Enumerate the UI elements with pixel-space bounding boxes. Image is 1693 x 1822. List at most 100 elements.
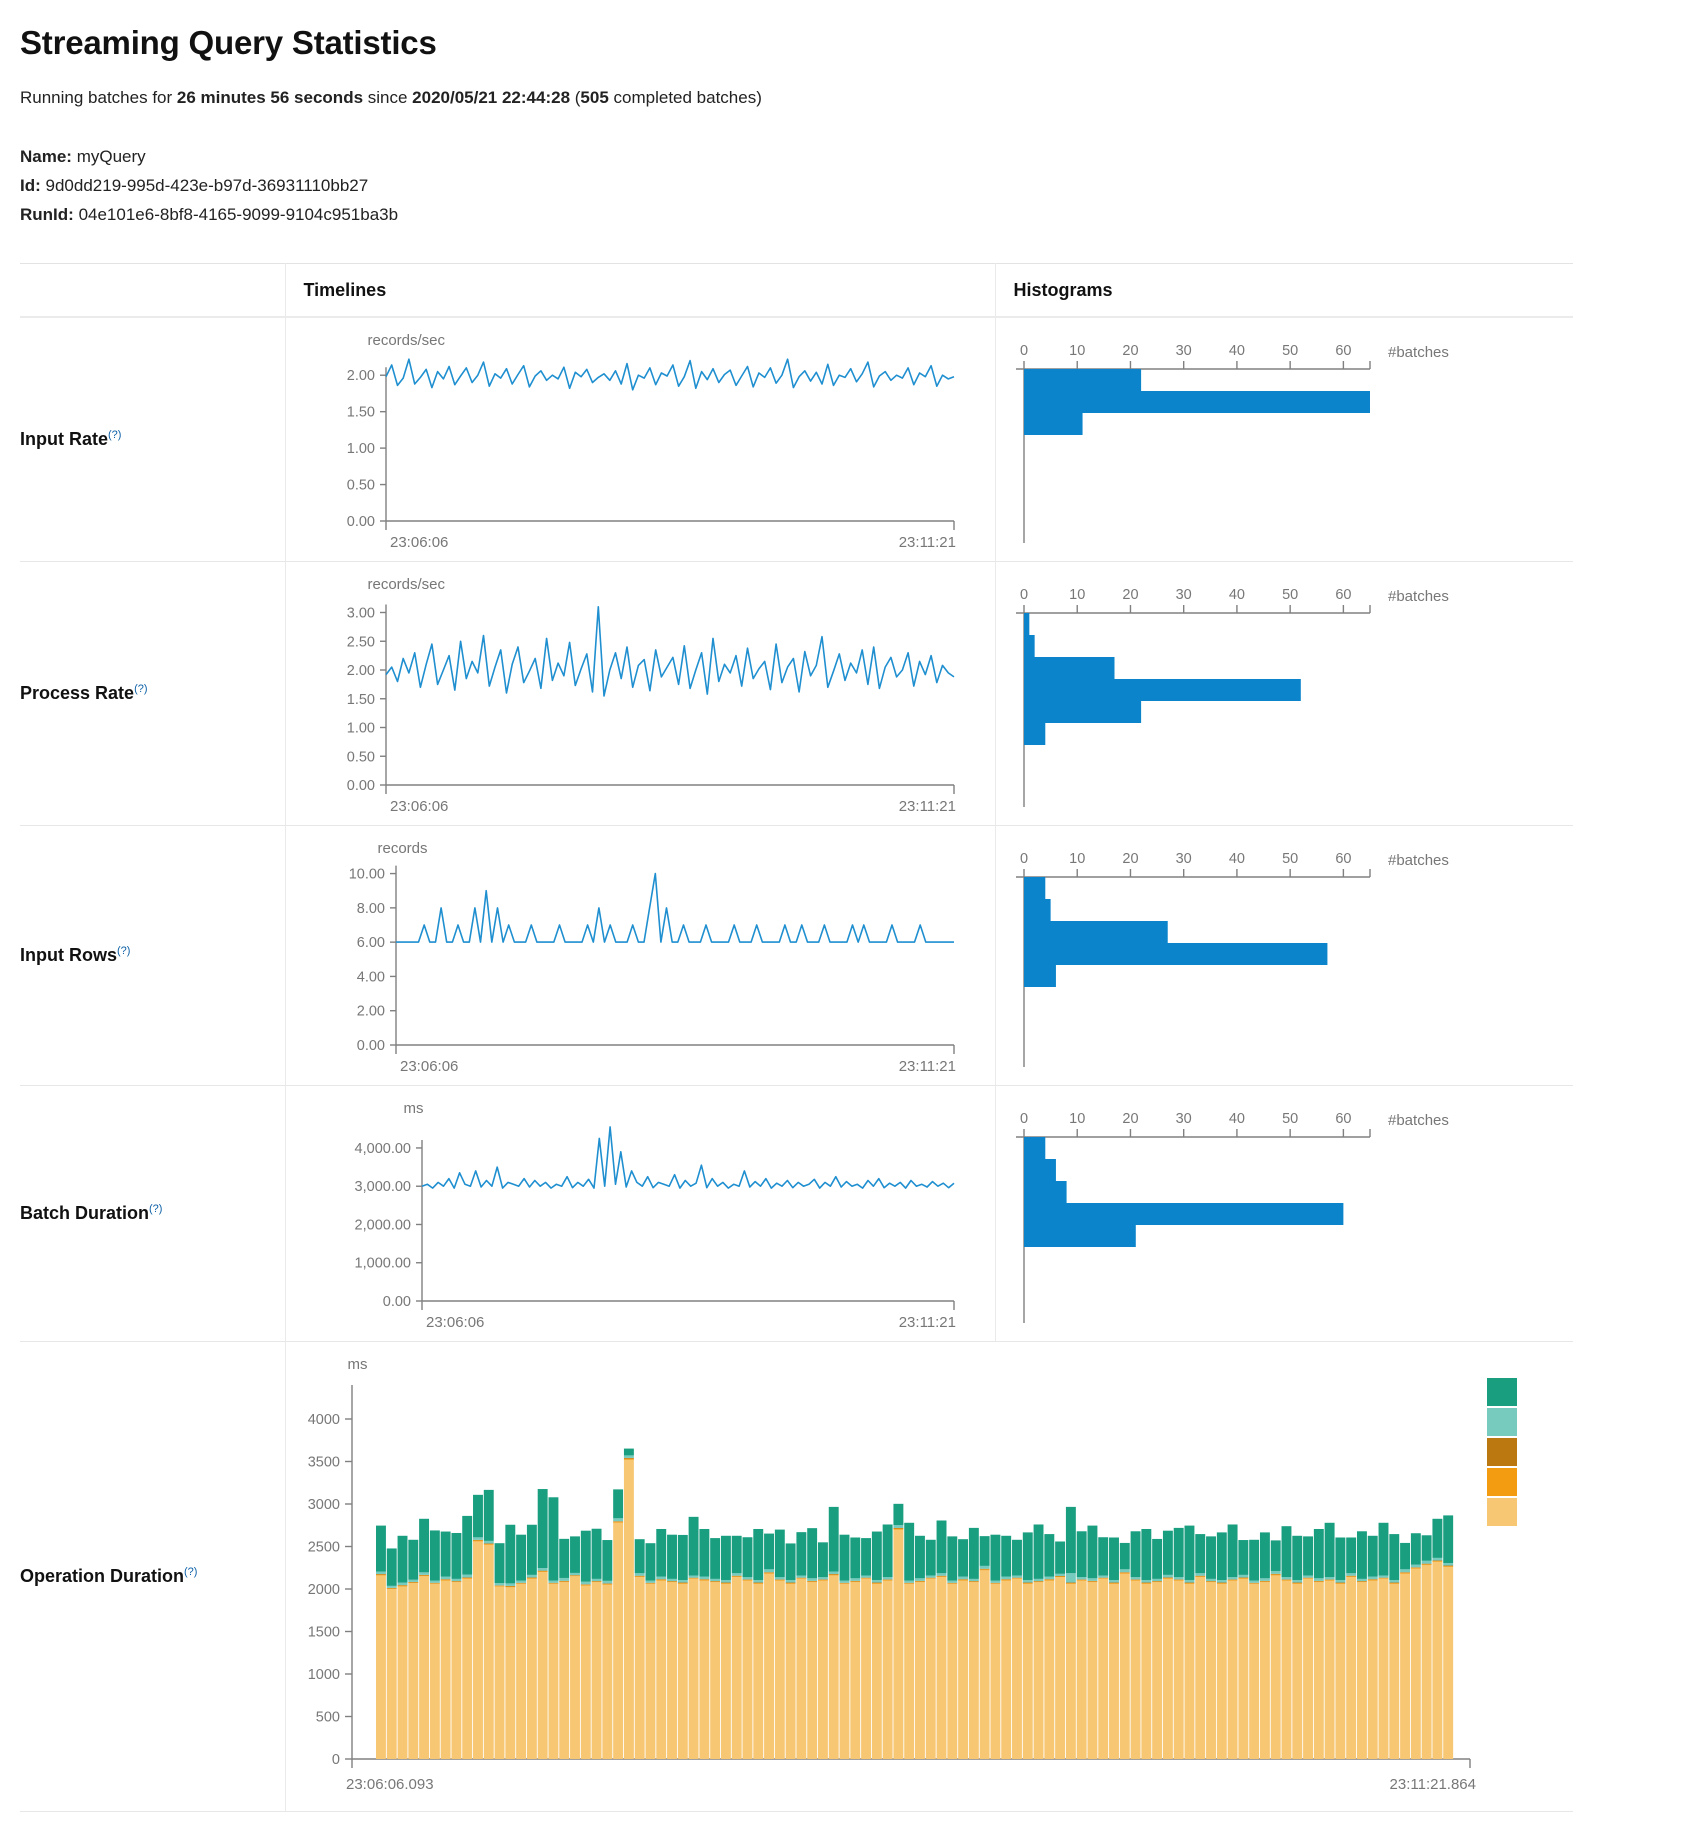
svg-text:#batches: #batches <box>1388 344 1449 361</box>
svg-text:60: 60 <box>1335 587 1351 603</box>
svg-text:0.50: 0.50 <box>346 749 374 765</box>
svg-text:23:06:06: 23:06:06 <box>400 1058 458 1075</box>
svg-text:3500: 3500 <box>307 1455 339 1471</box>
svg-text:2.00: 2.00 <box>346 368 374 384</box>
query-runid-label: RunId: <box>20 205 74 224</box>
svg-text:3.00: 3.00 <box>346 606 374 622</box>
query-name-value: myQuery <box>77 147 146 166</box>
help-icon[interactable]: (?) <box>117 945 130 957</box>
legend-swatch-1[interactable] <box>1487 1408 1517 1436</box>
timeline-unit-label: records/sec <box>368 332 985 349</box>
svg-text:60: 60 <box>1335 1111 1351 1127</box>
duration-value: 26 minutes 56 seconds <box>177 88 363 107</box>
legend-swatch-4[interactable] <box>1487 1498 1517 1526</box>
row-label-operation-duration: Operation Duration(?) <box>20 1342 285 1812</box>
subtitle-prefix: Running batches for <box>20 88 177 107</box>
query-name-row: Name: myQuery <box>20 142 1633 171</box>
svg-text:40: 40 <box>1228 587 1244 603</box>
svg-text:30: 30 <box>1175 587 1191 603</box>
svg-text:20: 20 <box>1122 343 1138 359</box>
svg-text:30: 30 <box>1175 1111 1191 1127</box>
svg-text:23:11:21: 23:11:21 <box>898 1058 955 1075</box>
svg-text:50: 50 <box>1282 851 1298 867</box>
timeline-unit-label: ms <box>404 1100 985 1117</box>
streaming-query-statistics-page: Streaming Query Statistics Running batch… <box>0 0 1653 1822</box>
svg-text:3,000.00: 3,000.00 <box>354 1179 410 1195</box>
svg-text:500: 500 <box>315 1710 339 1726</box>
start-time-value: 2020/05/21 22:44:28 <box>412 88 570 107</box>
help-icon[interactable]: (?) <box>134 683 147 695</box>
svg-text:50: 50 <box>1282 1111 1298 1127</box>
svg-text:0: 0 <box>1019 851 1027 867</box>
svg-text:60: 60 <box>1335 851 1351 867</box>
svg-text:50: 50 <box>1282 343 1298 359</box>
help-icon[interactable]: (?) <box>108 429 121 441</box>
legend-swatch-0[interactable] <box>1487 1378 1517 1406</box>
svg-text:10: 10 <box>1069 1111 1085 1127</box>
svg-text:0: 0 <box>1019 343 1027 359</box>
svg-text:2.00: 2.00 <box>356 1004 384 1020</box>
svg-text:0.00: 0.00 <box>346 778 374 794</box>
help-icon[interactable]: (?) <box>184 1566 197 1578</box>
svg-text:0.00: 0.00 <box>356 1038 384 1054</box>
svg-text:23:06:06: 23:06:06 <box>390 798 448 815</box>
svg-text:10: 10 <box>1069 343 1085 359</box>
timeline-unit-label: records <box>378 840 985 857</box>
svg-text:#batches: #batches <box>1388 1112 1449 1129</box>
svg-text:30: 30 <box>1175 851 1191 867</box>
query-id-label: Id: <box>20 176 41 195</box>
svg-text:40: 40 <box>1228 343 1244 359</box>
header-timelines: Timelines <box>285 264 995 318</box>
svg-text:1.00: 1.00 <box>346 441 374 457</box>
table-header-row: Timelines Histograms <box>20 264 1573 318</box>
svg-text:2,000.00: 2,000.00 <box>354 1217 410 1233</box>
row-label-batch-duration: Batch Duration(?) <box>20 1086 285 1342</box>
svg-text:8.00: 8.00 <box>356 901 384 917</box>
operation-duration-unit-label: ms <box>348 1356 1564 1373</box>
svg-text:#batches: #batches <box>1388 852 1449 869</box>
svg-text:4,000.00: 4,000.00 <box>354 1141 410 1157</box>
row-label-input-rows: Input Rows(?) <box>20 826 285 1086</box>
row-label-process-rate: Process Rate(?) <box>20 562 285 826</box>
subtitle-suffix: completed batches) <box>609 88 762 107</box>
query-id-row: Id: 9d0dd219-995d-423e-b97d-36931110bb27 <box>20 171 1633 200</box>
legend-swatch-3[interactable] <box>1487 1468 1517 1496</box>
svg-text:40: 40 <box>1228 851 1244 867</box>
operation-duration-legend <box>1487 1378 1517 1528</box>
subtitle-mid: since <box>363 88 412 107</box>
query-name-label: Name: <box>20 147 72 166</box>
svg-text:1.00: 1.00 <box>346 721 374 737</box>
svg-text:23:11:21: 23:11:21 <box>898 534 955 551</box>
svg-text:#batches: #batches <box>1388 588 1449 605</box>
page-title: Streaming Query Statistics <box>20 24 1633 62</box>
svg-text:1.50: 1.50 <box>346 692 374 708</box>
help-icon[interactable]: (?) <box>149 1203 162 1215</box>
legend-swatch-2[interactable] <box>1487 1438 1517 1466</box>
svg-text:2.00: 2.00 <box>346 663 374 679</box>
row-label-text: Batch Duration <box>20 1203 149 1223</box>
row-label-text: Input Rows <box>20 945 117 965</box>
svg-text:0.00: 0.00 <box>382 1294 410 1310</box>
svg-text:10: 10 <box>1069 587 1085 603</box>
svg-text:4.00: 4.00 <box>356 969 384 985</box>
svg-text:10.00: 10.00 <box>348 867 384 883</box>
svg-text:20: 20 <box>1122 851 1138 867</box>
query-metadata: Name: myQuery Id: 9d0dd219-995d-423e-b97… <box>20 142 1633 229</box>
svg-text:1500: 1500 <box>307 1625 339 1641</box>
